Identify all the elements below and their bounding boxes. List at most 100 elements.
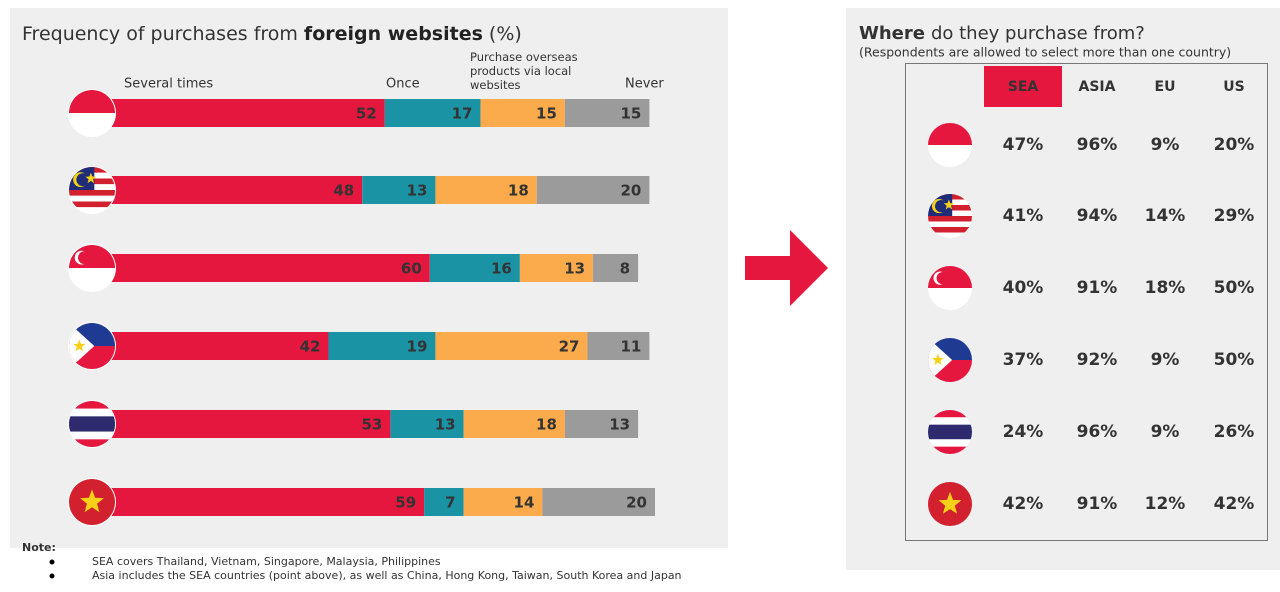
flag-part xyxy=(69,401,115,409)
table-frame xyxy=(905,63,1268,541)
table-cell: 96% xyxy=(1077,135,1118,155)
flag-part xyxy=(928,410,972,418)
table-cell: 42% xyxy=(1214,494,1255,514)
flag-part xyxy=(928,446,972,454)
value-label: 19 xyxy=(407,338,428,356)
note-label: Note: xyxy=(22,541,56,554)
flag-star xyxy=(85,172,97,184)
table-cell: 37% xyxy=(1003,350,1044,370)
bar-segment xyxy=(429,254,520,282)
value-label: 27 xyxy=(559,338,580,356)
table-cell: 9% xyxy=(1151,422,1180,442)
flag-star xyxy=(932,353,944,365)
table-cell: 41% xyxy=(1003,206,1044,226)
table-cell: 42% xyxy=(1003,494,1044,514)
bullet xyxy=(49,573,55,579)
value-label: 18 xyxy=(536,416,557,434)
table-cell: 96% xyxy=(1077,422,1118,442)
bar-segment xyxy=(92,332,329,360)
flag-part xyxy=(69,90,115,113)
table-cell: 91% xyxy=(1077,494,1118,514)
bar-segment xyxy=(435,332,588,360)
bar-segment xyxy=(92,410,391,438)
flag-part xyxy=(928,216,972,222)
flag-part xyxy=(928,123,972,145)
value-label: 20 xyxy=(626,494,647,512)
value-label: 17 xyxy=(452,105,473,123)
bar-segment xyxy=(519,254,594,282)
value-label: 7 xyxy=(445,494,455,512)
bar-segment xyxy=(362,176,436,204)
column-header: ASIA xyxy=(1079,79,1116,95)
table-cell: 91% xyxy=(1077,278,1118,298)
title-part: Where xyxy=(859,23,925,44)
table-cell: 40% xyxy=(1003,278,1044,298)
flag-part xyxy=(69,113,115,136)
flag-part xyxy=(69,195,115,202)
table-cell: 9% xyxy=(1151,135,1180,155)
flag-part xyxy=(928,288,972,310)
table-cell: 20% xyxy=(1214,135,1255,155)
arrow xyxy=(745,230,828,306)
flag-part xyxy=(928,227,972,233)
bar-segment xyxy=(92,488,425,516)
legend-label: Once xyxy=(386,77,420,92)
chart-title: Frequency of purchases from foreign websi… xyxy=(22,23,522,45)
flag-part xyxy=(928,145,972,167)
note-item: SEA covers Thailand, Vietnam, Singapore,… xyxy=(92,555,441,568)
value-label: 60 xyxy=(401,260,422,278)
column-header: EU xyxy=(1155,79,1176,95)
bar-segment xyxy=(542,488,655,516)
flag-part xyxy=(69,408,115,417)
table-cell: 12% xyxy=(1145,494,1186,514)
bar-segment xyxy=(384,99,481,127)
flag xyxy=(928,338,972,382)
flag xyxy=(69,323,115,369)
flag-star xyxy=(938,491,962,514)
flag-part xyxy=(928,232,972,238)
note-item: Asia includes the SEA countries (point a… xyxy=(92,569,682,582)
value-label: 14 xyxy=(514,494,535,512)
flag-part xyxy=(69,190,115,196)
legend-label: Purchase overseas products via local web… xyxy=(470,50,578,92)
value-label: 13 xyxy=(564,260,585,278)
legend-label: Never xyxy=(625,77,664,92)
right-panel xyxy=(846,8,1280,570)
bar-segment xyxy=(564,410,639,438)
table-cell: 29% xyxy=(1214,206,1255,226)
flag-part xyxy=(77,251,91,265)
bullet xyxy=(49,559,55,565)
value-label: 8 xyxy=(620,260,630,278)
table-cell: 9% xyxy=(1151,350,1180,370)
flag-part xyxy=(76,173,90,187)
title-part: Frequency of purchases from xyxy=(22,23,298,45)
column-header: SEA xyxy=(1008,79,1039,95)
title-part: (%) xyxy=(489,23,522,45)
flag-part xyxy=(936,271,949,285)
table-cell: 14% xyxy=(1145,206,1186,226)
value-label: 16 xyxy=(491,260,512,278)
value-label: 42 xyxy=(300,338,321,356)
bar-segment xyxy=(390,410,464,438)
flag-star xyxy=(73,339,86,352)
value-label: 18 xyxy=(508,182,529,200)
flag-part xyxy=(69,439,115,447)
legend-label: Several times xyxy=(124,77,213,92)
table-cell: 18% xyxy=(1145,278,1186,298)
table-cell: 47% xyxy=(1003,135,1044,155)
bar-segment xyxy=(92,254,430,282)
flag-part xyxy=(69,268,115,291)
value-label: 13 xyxy=(407,182,428,200)
bar-segment xyxy=(564,99,650,127)
value-label: 15 xyxy=(620,105,641,123)
bar-segment xyxy=(92,99,385,127)
flag xyxy=(69,479,115,525)
table-cell: 50% xyxy=(1214,278,1255,298)
flag-part xyxy=(928,417,972,425)
flag-part xyxy=(69,201,115,208)
bar-segment xyxy=(92,176,363,204)
table-cell: 26% xyxy=(1214,422,1255,442)
flag-part xyxy=(69,207,115,213)
bar-segment xyxy=(463,410,565,438)
